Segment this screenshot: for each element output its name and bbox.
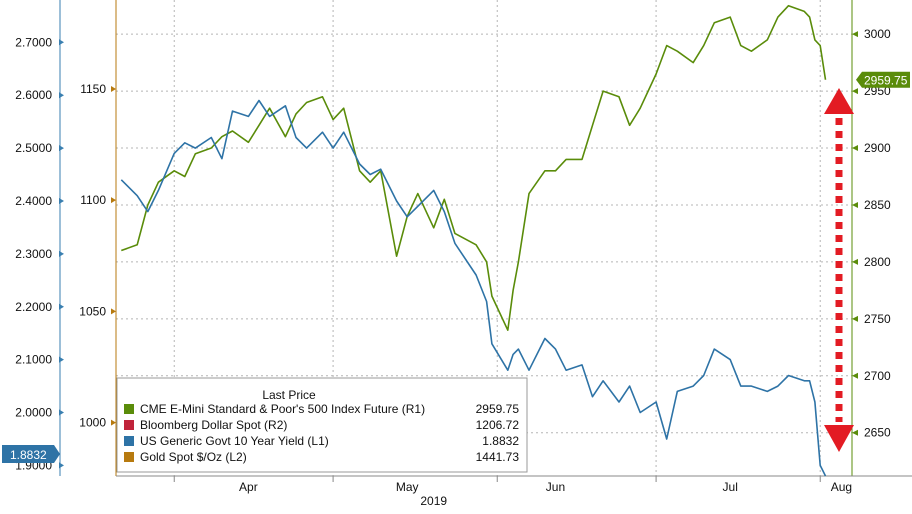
right-tick-label: 2800 [864, 255, 891, 269]
left-axis: 1000 1050 1100 1150 [79, 0, 117, 476]
right-tick-label: 3000 [864, 27, 891, 41]
left-tick-mark [111, 197, 116, 204]
far-left-tick-mark [59, 39, 64, 46]
x-tick-label: Apr [239, 480, 258, 494]
right-tick-mark [852, 88, 858, 95]
far-left-tick-label: 2.2000 [15, 300, 52, 314]
yield-line [120, 99, 827, 477]
far-left-tick-label: 2.3000 [15, 247, 52, 261]
left-tick-label: 1050 [79, 304, 106, 318]
legend-entry-name: US Generic Govt 10 Year Yield (L1) [140, 434, 329, 448]
far-left-tick-label: 2.7000 [15, 35, 52, 49]
right-tick-label: 2700 [864, 369, 891, 383]
left-tick-mark [111, 308, 116, 315]
right-tick-mark [852, 315, 858, 322]
far-left-tick-mark [59, 303, 64, 310]
far-left-tick-mark [59, 145, 64, 152]
last-value-badges: 2959.75 1.8832 [2, 71, 910, 463]
legend-entry-name: Gold Spot $/Oz (L2) [140, 450, 247, 464]
left-tick-label: 1000 [79, 416, 106, 430]
legend-swatch [124, 420, 134, 430]
arrow-head-down [824, 425, 854, 452]
legend-title: Last Price [262, 388, 316, 402]
left-tick-label: 1100 [80, 193, 106, 207]
right-tick-label: 2650 [864, 426, 891, 440]
arrow-annotation [824, 88, 854, 452]
legend-entry-value: 1441.73 [476, 450, 520, 464]
right-tick-mark [852, 429, 858, 436]
sp500-badge-text: 2959.75 [864, 74, 908, 88]
x-tick-label: Jul [723, 480, 738, 494]
legend-entry-value: 1206.72 [476, 418, 520, 432]
left-tick-mark [111, 85, 116, 92]
far-left-tick-label: 2.4000 [15, 194, 52, 208]
sp500-line [121, 4, 827, 331]
legend-entry-name: CME E-Mini Standard & Poor's 500 Index F… [140, 402, 425, 416]
sp500-badge-bg [856, 71, 910, 88]
far-left-tick-mark [59, 462, 64, 469]
far-left-tick-label: 2.0000 [15, 406, 52, 420]
far-left-tick-mark [59, 409, 64, 416]
left-tick-mark [111, 419, 116, 426]
far-left-tick-label: 2.6000 [15, 88, 52, 102]
far-left-tick-label: 2.5000 [15, 141, 52, 155]
right-tick-mark [852, 258, 858, 265]
far-left-tick-mark [59, 356, 64, 363]
x-tick-label: Jun [546, 480, 565, 494]
right-tick-mark [852, 31, 858, 38]
legend-entry-value: 2959.75 [476, 402, 520, 416]
x-axis: Apr May Jun Jul Aug 2019 [116, 475, 912, 508]
right-tick-label: 2900 [864, 141, 891, 155]
far-left-tick-mark [59, 250, 64, 257]
right-tick-mark [852, 145, 858, 152]
legend-swatch [124, 436, 134, 446]
right-tick-label: 2750 [864, 312, 891, 326]
yield-badge-bg [2, 445, 60, 463]
far-left-tick-label: 2.1000 [15, 353, 52, 367]
right-tick-mark [852, 372, 858, 379]
far-left-axis: 1.90002.00002.10002.20002.30002.40002.50… [15, 0, 64, 476]
legend-swatch [124, 452, 134, 462]
yield-last-badge: 1.8832 [2, 445, 60, 463]
legend-box [116, 377, 528, 473]
x-tick-label: May [396, 480, 419, 494]
x-axis-label: 2019 [420, 494, 447, 508]
legend-entry-value: 1.8832 [482, 434, 519, 448]
right-tick-mark [852, 201, 858, 208]
far-left-tick-mark [59, 92, 64, 99]
legend-swatch [124, 404, 134, 414]
arrow-head-up [824, 88, 854, 114]
series-layer [120, 4, 827, 477]
right-tick-label: 2850 [864, 198, 891, 212]
far-left-tick-mark [59, 197, 64, 204]
legend-entry-name: Bloomberg Dollar Spot (R2) [140, 418, 287, 432]
x-tick-label: Aug [831, 480, 852, 494]
yield-badge-text: 1.8832 [10, 448, 47, 462]
sp500-last-badge: 2959.75 [856, 71, 910, 88]
left-tick-label: 1150 [80, 82, 106, 96]
